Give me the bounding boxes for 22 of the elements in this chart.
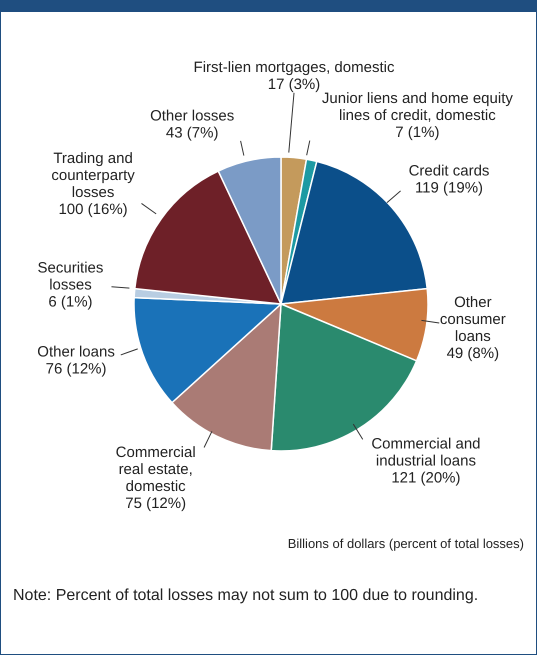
data-label: 75 (12%) — [125, 495, 186, 512]
slice-label: Credit cards — [408, 162, 490, 180]
slice-label: First-lien mortgages, domestic — [194, 58, 395, 76]
slice-label: Commercial and industrial loans — [371, 436, 481, 470]
text: Billions of dollars (percent of total losses) — [288, 536, 524, 551]
data-label: 49 (8%) — [446, 344, 500, 362]
data-label: 6 (1%) — [48, 293, 93, 310]
data-label: 76 (12%) — [46, 360, 107, 378]
slice-label: Other consumer loans — [440, 294, 506, 345]
slice-label: Securities losses — [38, 259, 104, 294]
data-label: 100 (16%) — [58, 200, 128, 218]
text: Note: Percent of total losses may not sum to 100 due to rounding. — [13, 586, 480, 606]
slice-label: Other losses — [150, 107, 234, 124]
slice-label: Other loans — [37, 344, 115, 361]
data-label: 43 (7%) — [166, 124, 218, 142]
data-label: 121 (20%) — [391, 470, 461, 487]
slice-label: Junior liens and home equity lines of credit, domestic — [322, 90, 514, 124]
data-label: 17 (3%) — [268, 76, 320, 93]
data-label: 119 (19%) — [414, 180, 484, 197]
data-label: 7 (1%) — [395, 124, 440, 142]
slice-label: Trading and counterparty losses — [51, 150, 136, 201]
slice-label: Commercial real estate, domestic — [116, 444, 196, 496]
